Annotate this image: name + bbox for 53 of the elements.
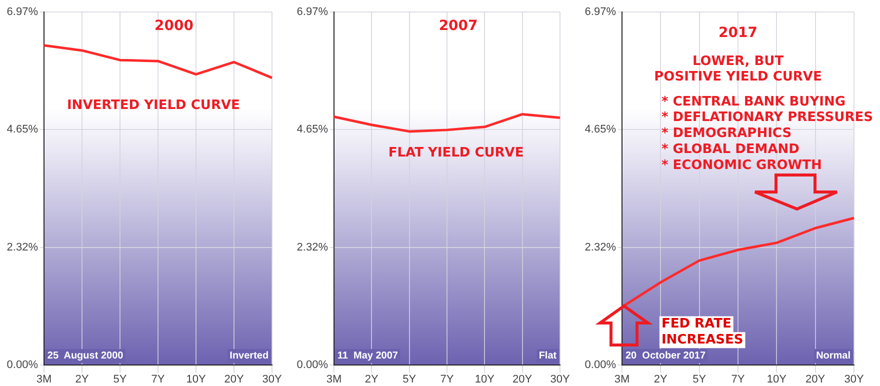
- y-tick-label: 0.00%: [584, 358, 616, 371]
- x-tick-label: 2Y: [75, 373, 90, 386]
- annotation: Flat: [538, 350, 558, 362]
- annotation: LOWER, BUT: [692, 54, 784, 69]
- x-tick-label: 3M: [36, 373, 52, 386]
- x-tick-label: 3M: [326, 373, 342, 386]
- x-tick-label: 7Y: [731, 373, 746, 386]
- annotation: 11 May 2007: [337, 350, 398, 362]
- annotation: 25 August 2000: [47, 350, 124, 362]
- x-tick-label: 5Y: [113, 373, 128, 386]
- annotation: Normal: [816, 350, 851, 362]
- x-tick-label: 5Y: [692, 373, 707, 386]
- annotation: Inverted: [230, 350, 269, 362]
- x-tick-label: 10Y: [474, 373, 496, 386]
- annotation: * ECONOMIC GROWTH: [661, 158, 822, 173]
- x-tick-label: 20Y: [512, 373, 533, 386]
- annotation: * CENTRAL BANK BUYING: [661, 94, 846, 110]
- y-tick-label: 0.00%: [6, 358, 38, 371]
- x-tick-label: 20Y: [224, 373, 244, 386]
- x-tick-label: 3M: [614, 373, 630, 386]
- y-tick-label: 6.97%: [584, 6, 616, 18]
- y-tick-label: 6.97%: [296, 6, 328, 18]
- y-tick-label: 2.32%: [296, 241, 328, 254]
- x-tick-label: 30Y: [844, 373, 864, 386]
- x-tick-label: 10Y: [766, 373, 788, 386]
- y-tick-label: 2.32%: [6, 241, 38, 254]
- y-tick-label: 4.65%: [6, 123, 38, 136]
- chart-title: 2000: [154, 18, 194, 34]
- text: 2017: [718, 24, 758, 41]
- annotation: POSITIVE YIELD CURVE: [654, 70, 822, 85]
- x-tick-label: 7Y: [151, 373, 166, 386]
- annotation: 20 October 2017: [625, 350, 706, 362]
- annotation: * DEMOGRAPHICS: [661, 126, 792, 142]
- x-tick-label: 30Y: [550, 373, 570, 386]
- y-tick-label: 4.65%: [584, 123, 616, 136]
- annotation: INVERTED YIELD CURVE: [66, 98, 240, 113]
- annotation: FLAT YIELD CURVE: [388, 145, 524, 160]
- annotation: INCREASES: [661, 332, 744, 348]
- x-tick-label: 2Y: [364, 373, 380, 386]
- annotation: * DEFLATIONARY PRESSURES: [661, 110, 873, 126]
- y-tick-label: 4.65%: [296, 123, 328, 136]
- x-tick-label: 5Y: [402, 373, 417, 386]
- y-tick-label: 2.32%: [584, 241, 616, 254]
- x-tick-label: 20Y: [806, 373, 826, 386]
- chart-title: 2007: [438, 18, 478, 34]
- annotation: * GLOBAL DEMAND: [661, 142, 800, 157]
- y-tick-label: 0.00%: [296, 358, 328, 371]
- annotation: FED RATE: [661, 316, 732, 332]
- x-tick-label: 10Y: [186, 373, 206, 386]
- x-tick-label: 2Y: [654, 373, 668, 386]
- x-tick-label: 7Y: [440, 373, 454, 386]
- y-tick-label: 6.97%: [6, 6, 38, 18]
- x-tick-label: 30Y: [262, 373, 282, 386]
